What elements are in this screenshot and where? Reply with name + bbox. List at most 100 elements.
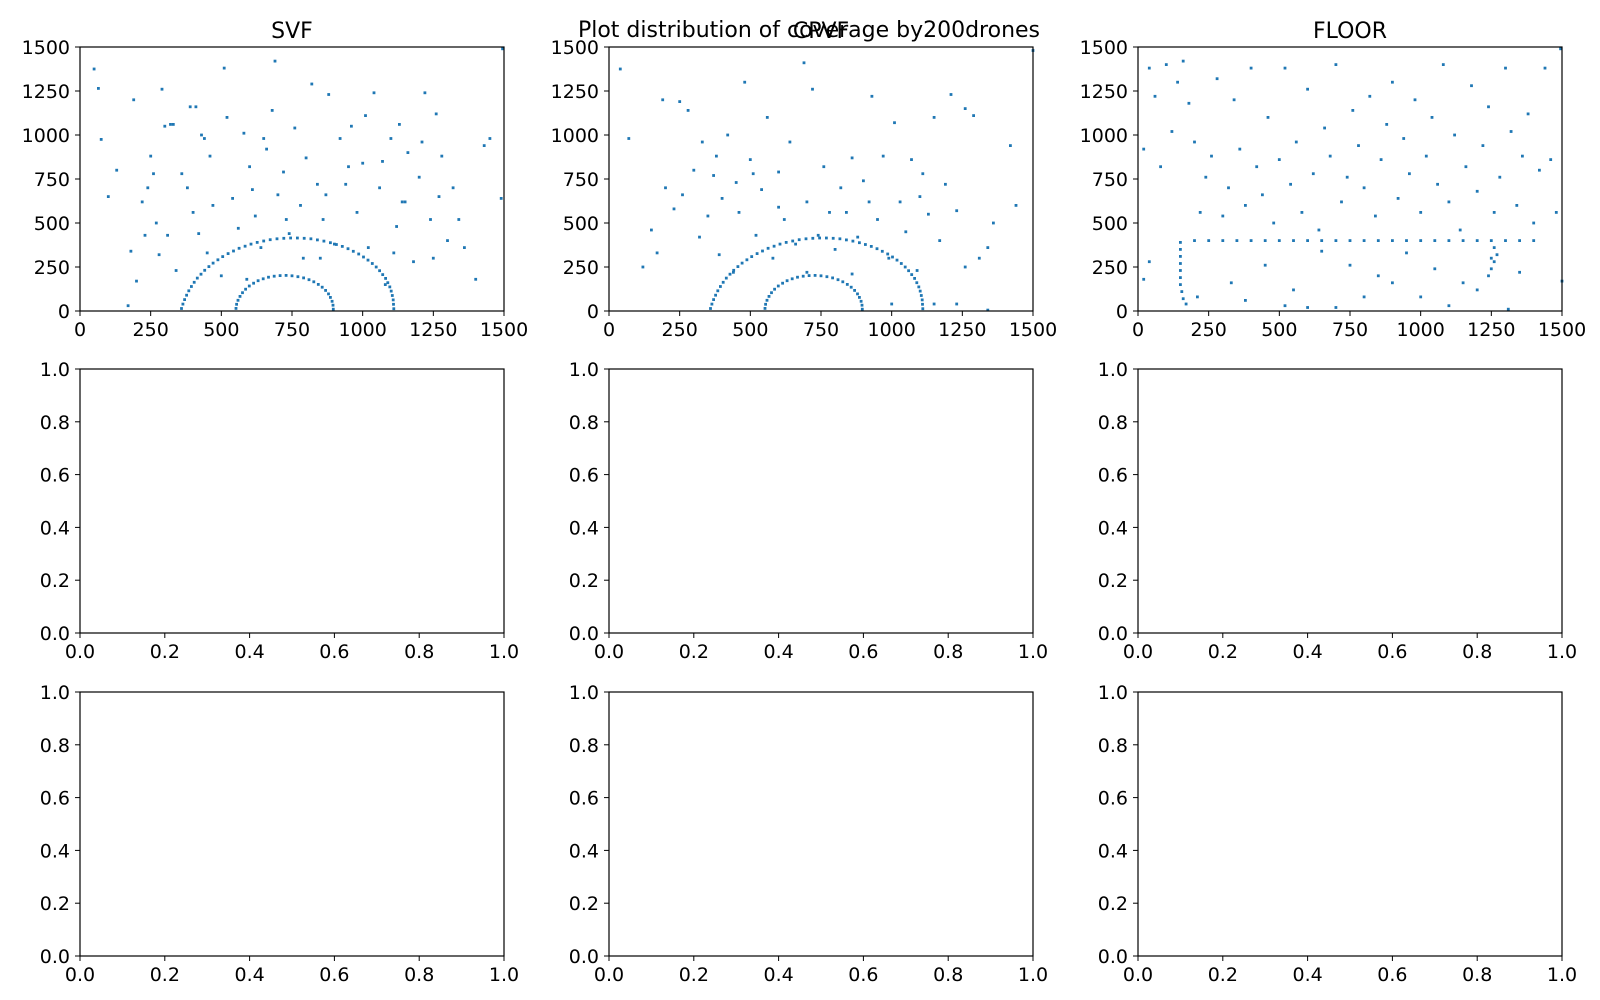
data-point-38: [833, 248, 837, 251]
data-point-125: [917, 285, 921, 289]
data-point-38: [259, 246, 263, 249]
data-point-150: [392, 307, 396, 311]
data-point-39: [1357, 144, 1360, 147]
data-point-84: [1362, 295, 1366, 299]
data-point-114: [1235, 239, 1239, 242]
subplot-3: 0 250 500 750 1000 1250 1500 0 250 500 750 1000 1250…: [1080, 19, 1587, 341]
data-point-134: [346, 247, 350, 251]
data-point-89: [1506, 307, 1510, 311]
data-point-132: [1489, 239, 1493, 242]
data-point-151: [849, 285, 853, 289]
data-point-12: [149, 154, 153, 158]
y-tick-label: 500: [1092, 213, 1128, 235]
data-point-53: [1436, 182, 1439, 186]
x-tick-label: 1500: [1538, 319, 1586, 341]
y-tick-label: 0.0: [1098, 623, 1128, 645]
data-point-57: [1458, 228, 1462, 232]
data-point-28: [777, 170, 780, 174]
y-tick-label: 500: [34, 213, 70, 235]
data-point-115: [1249, 239, 1253, 242]
data-point-117: [1277, 239, 1281, 242]
data-point-87: [1447, 304, 1451, 308]
data-point-63: [389, 137, 393, 140]
data-point-50: [316, 182, 319, 186]
data-point-152: [853, 289, 856, 292]
data-point-94: [420, 140, 424, 144]
data-point-98: [772, 244, 776, 248]
data-point-163: [278, 274, 282, 277]
x-tick-label: 250: [1191, 319, 1227, 341]
data-point-156: [244, 287, 247, 291]
data-point-146: [389, 289, 393, 293]
data-point-116: [886, 252, 890, 256]
x-tick-label: 0.8: [404, 964, 434, 986]
data-point-51: [1424, 154, 1428, 158]
data-point-133: [765, 298, 769, 302]
x-tick-label: 1250: [1467, 319, 1515, 341]
data-point-40: [1362, 186, 1366, 190]
data-point-60: [963, 107, 967, 110]
x-tick-label: 1.0: [1018, 641, 1048, 663]
data-point-7: [664, 186, 667, 190]
data-point-92: [392, 251, 396, 255]
y-tick-label: 1500: [1080, 37, 1128, 59]
data-point-28: [208, 154, 212, 158]
data-point-122: [268, 238, 272, 242]
x-tick-label: 0.6: [1377, 964, 1407, 986]
data-point-127: [1419, 239, 1423, 242]
data-point-44: [287, 232, 291, 235]
data-point-119: [1306, 239, 1309, 242]
y-tick-label: 750: [34, 169, 70, 191]
data-point-75: [867, 200, 871, 204]
data-point-22: [743, 80, 747, 84]
data-point-67: [412, 260, 415, 264]
data-point-82: [171, 123, 175, 126]
data-point-118: [243, 244, 247, 248]
data-point-41: [1368, 94, 1372, 98]
data-point-147: [390, 294, 394, 297]
data-point-124: [282, 236, 286, 240]
data-point-56: [1453, 133, 1456, 137]
data-point-11: [146, 186, 150, 190]
y-tick-label: 0.4: [40, 840, 70, 862]
data-point-2: [627, 137, 631, 140]
data-point-158: [252, 281, 255, 285]
data-point-55: [1447, 200, 1451, 204]
data-point-107: [831, 236, 835, 240]
y-tick-label: 0.8: [569, 412, 599, 434]
data-point-60: [372, 91, 376, 95]
data-point-88: [1475, 288, 1479, 292]
x-tick-label: 0.8: [933, 964, 963, 986]
data-point-84: [245, 277, 249, 281]
data-point-80: [499, 197, 503, 200]
data-point-83: [194, 105, 198, 109]
data-point-34: [1328, 154, 1332, 158]
x-tick-label: 0.0: [594, 964, 624, 986]
y-tick-label: 1250: [1080, 81, 1128, 103]
y-tick-label: 1000: [22, 125, 70, 147]
data-point-92: [1263, 263, 1267, 267]
y-tick-label: 1500: [22, 37, 70, 59]
data-point-56: [350, 124, 353, 128]
data-point-27: [1289, 182, 1292, 186]
x-tick-label: 500: [203, 319, 239, 341]
x-tick-label: 1.0: [1547, 641, 1577, 663]
data-point-140: [790, 277, 794, 281]
data-point-78: [1142, 277, 1146, 281]
data-point-95: [755, 252, 759, 255]
data-point-19: [169, 123, 172, 126]
data-point-142: [381, 273, 385, 276]
data-point-33: [805, 200, 809, 204]
y-tick-label: 1250: [551, 81, 599, 103]
data-point-93: [403, 200, 407, 204]
data-point-51: [321, 218, 325, 221]
data-point-13: [698, 235, 701, 239]
data-point-136: [773, 287, 776, 291]
data-point-106: [190, 285, 193, 288]
data-point-31: [794, 242, 797, 246]
data-point-60: [1475, 189, 1479, 193]
data-point-34: [236, 226, 240, 230]
data-point-15: [157, 253, 161, 257]
data-point-117: [891, 255, 894, 259]
